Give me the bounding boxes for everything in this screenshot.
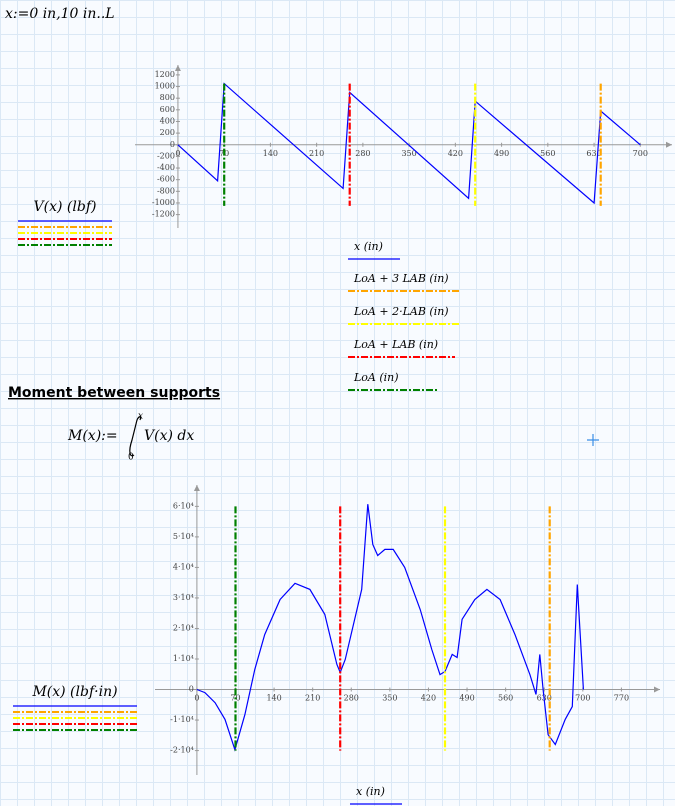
x-axis-arrow	[654, 686, 660, 693]
y-tick-label: 3·10⁴	[173, 593, 194, 602]
x-legend-label: LoA + LAB (in)	[353, 338, 438, 351]
x-tick-label: 210	[309, 149, 324, 158]
y-tick-label: -200	[157, 151, 175, 160]
x-tick-label: 630	[586, 149, 601, 158]
x-tick-label: 560	[540, 149, 555, 158]
x-tick-label: 420	[448, 149, 463, 158]
x-legend-label: LoA + 3 LAB (in)	[353, 272, 449, 285]
x-tick-label: 140	[263, 149, 278, 158]
x-tick-label: 0	[175, 149, 180, 158]
x-tick-label: 700	[575, 694, 590, 703]
y-tick-label: -400	[157, 163, 175, 172]
integrand: V(x) dx	[144, 428, 194, 444]
y-tick-label: 4·10⁴	[173, 562, 194, 571]
x-legend-label: LoA (in)	[353, 371, 399, 384]
x-legend-label: x (in)	[354, 240, 383, 253]
y-tick-label: 2·10⁴	[173, 623, 194, 632]
definition: x:=0 in,10 in..L	[5, 6, 115, 22]
y-tick-label: -600	[157, 175, 175, 184]
x-tick-label: 700	[633, 149, 648, 158]
series-line	[177, 82, 641, 205]
integral-sign	[129, 416, 142, 457]
x-tick-label: 280	[344, 694, 359, 703]
y-tick-label: 6·10⁴	[173, 501, 194, 510]
x-legend-label: x (in)	[356, 785, 385, 798]
heading: Moment between supports	[8, 385, 220, 401]
x-tick-label: 420	[421, 694, 436, 703]
x-tick-label: 490	[494, 149, 509, 158]
x-tick-label: 560	[498, 694, 513, 703]
integral-upper: x	[138, 412, 143, 422]
y-tick-label: -800	[157, 186, 175, 195]
x-tick-label: 0	[194, 694, 199, 703]
y-tick-label: 1200	[155, 70, 175, 79]
formula-lhs: M(x):=	[67, 428, 118, 444]
x-axis-arrow	[666, 141, 672, 148]
x-tick-label: 350	[401, 149, 416, 158]
y-tick-label: 400	[160, 116, 175, 125]
y-tick-label: 0	[170, 140, 175, 149]
y-axis-arrow	[193, 485, 200, 491]
y-legend-label: V(x) (lbf)	[34, 199, 97, 215]
x-tick-label: 140	[266, 694, 281, 703]
y-tick-label: 200	[160, 128, 175, 137]
y-tick-label: 1·10⁴	[173, 654, 194, 663]
x-tick-label: 280	[355, 149, 370, 158]
series-line	[196, 504, 584, 752]
x-tick-label: 210	[305, 694, 320, 703]
x-tick-label: 770	[614, 694, 629, 703]
y-tick-label: 1000	[155, 82, 175, 91]
y-tick-label: -2·10⁴	[170, 746, 194, 755]
cursor	[587, 434, 599, 446]
y-tick-label: -1000	[152, 198, 175, 207]
y-legend-label: M(x) (lbf·in)	[31, 684, 117, 700]
y-tick-label: -1200	[152, 210, 175, 219]
integral-lower: 0	[128, 453, 134, 463]
x-legend-label: LoA + 2·LAB (in)	[353, 305, 449, 318]
y-axis-arrow	[174, 65, 181, 71]
y-tick-label: 0	[189, 685, 194, 694]
x-tick-label: 350	[382, 694, 397, 703]
x-tick-label: 490	[459, 694, 474, 703]
y-tick-label: 5·10⁴	[173, 532, 194, 541]
y-tick-label: 600	[160, 105, 175, 114]
y-tick-label: 800	[160, 93, 175, 102]
y-tick-label: -1·10⁴	[170, 715, 194, 724]
